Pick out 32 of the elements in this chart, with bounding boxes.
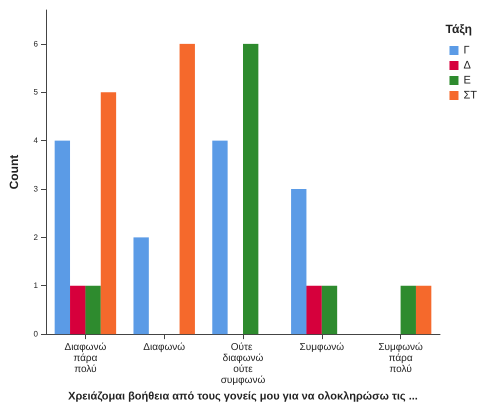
bar (416, 286, 432, 334)
bar (400, 286, 416, 334)
bar (243, 44, 258, 334)
y-tick-label: 2 (34, 232, 39, 242)
bar (133, 237, 149, 334)
legend-label: Γ (463, 44, 470, 56)
bar (291, 188, 306, 334)
x-tick-label: Διαφωνώ πάρα πολύ (64, 342, 106, 376)
bar (212, 140, 228, 334)
bar (100, 92, 116, 334)
bar (70, 286, 86, 334)
x-tick-label: Ούτε διαφωνώ ούτε συμφωνώ (220, 342, 266, 386)
bar (306, 286, 322, 334)
y-tick-label: 5 (34, 88, 39, 97)
y-axis-title: Count (7, 154, 21, 190)
y-tick-label: 1 (34, 281, 39, 290)
y-tick-label: 4 (34, 136, 39, 146)
legend-title: Τάξη (446, 22, 472, 36)
x-tick-label: Συμφωνώ (300, 342, 344, 354)
bar (180, 44, 195, 334)
legend-label: Ε (463, 74, 471, 86)
bar (54, 140, 70, 334)
legend-label: Δ (463, 60, 472, 72)
y-tick-label: 3 (34, 184, 39, 194)
x-tick-label: Συμφωνώ πάρα πολύ (378, 342, 424, 376)
x-axis-title: Χρειάζομαι βοήθεια από τους γονείς μου για να ολοκληρώσω τις ... (68, 390, 418, 402)
y-tick-label: 0 (34, 330, 39, 339)
bar (85, 286, 101, 334)
bar (322, 286, 338, 334)
y-tick-label: 6 (34, 39, 39, 48)
x-tick-label: Διαφωνώ (143, 342, 186, 354)
legend-label: ΣΤ (463, 90, 478, 102)
